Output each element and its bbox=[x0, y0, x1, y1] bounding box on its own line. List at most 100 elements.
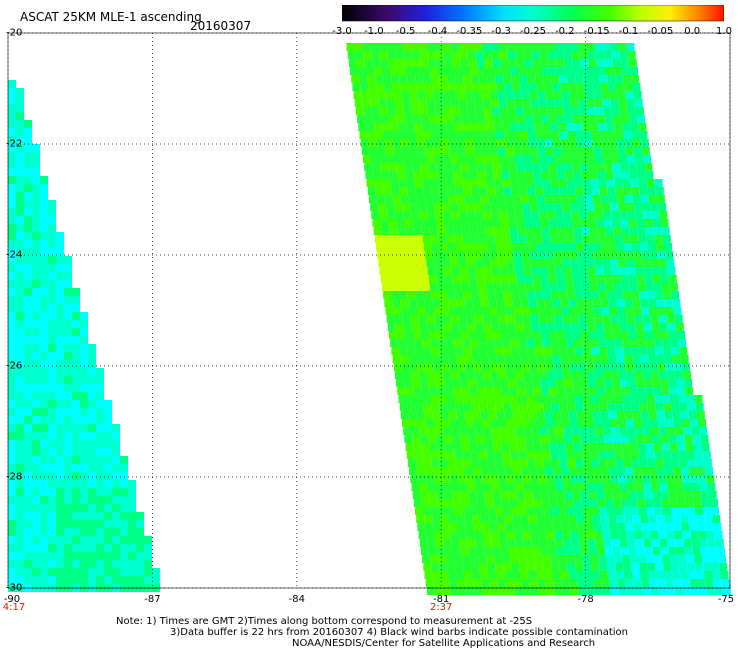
swath-cell bbox=[48, 400, 56, 408]
swath-cell bbox=[40, 480, 48, 488]
swath-cell bbox=[368, 195, 377, 203]
swath-cell bbox=[392, 243, 400, 251]
swath-cell bbox=[542, 451, 551, 459]
swath-cell bbox=[613, 115, 622, 123]
swath-cell bbox=[619, 211, 628, 219]
swath-cell bbox=[48, 528, 56, 536]
swath-cell bbox=[471, 75, 480, 83]
swath-cell bbox=[80, 480, 88, 488]
swath-cell bbox=[446, 395, 455, 403]
swath-cell bbox=[465, 147, 474, 155]
swath-cell bbox=[8, 440, 16, 448]
swath-cell bbox=[377, 91, 386, 99]
swath-cell bbox=[668, 547, 677, 555]
swath-cell bbox=[403, 211, 412, 219]
swath-cell bbox=[414, 235, 423, 243]
swath-cell bbox=[136, 576, 144, 584]
swath-cell bbox=[493, 387, 502, 395]
swath-cell bbox=[487, 347, 496, 355]
swath-cell bbox=[461, 387, 470, 395]
swath-cell bbox=[639, 459, 648, 467]
swath-cell bbox=[518, 235, 527, 243]
swath-cell bbox=[649, 579, 658, 587]
swath-cell bbox=[583, 347, 592, 355]
swath-cell bbox=[670, 555, 679, 563]
swath-cell bbox=[507, 267, 516, 275]
swath-cell bbox=[394, 259, 403, 267]
swath-cell bbox=[667, 483, 676, 491]
swath-cell bbox=[550, 235, 559, 243]
swath-cell bbox=[530, 203, 539, 211]
swath-cell bbox=[519, 459, 528, 467]
swath-cell bbox=[576, 243, 584, 251]
swath-cell bbox=[546, 371, 555, 379]
swath-cell bbox=[495, 347, 504, 355]
swath-cell bbox=[475, 539, 484, 547]
swath-cell bbox=[513, 147, 522, 155]
swath-cell bbox=[569, 467, 578, 475]
swath-cell bbox=[519, 347, 528, 355]
swath-cell bbox=[556, 163, 565, 171]
swath-cell bbox=[682, 531, 691, 539]
swath-cell bbox=[152, 576, 160, 584]
swath-cell bbox=[624, 571, 633, 579]
swath-cell bbox=[631, 563, 640, 571]
swath-cell bbox=[429, 283, 438, 291]
swath-cell bbox=[588, 491, 597, 499]
swath-cell bbox=[463, 563, 472, 571]
swath-cell bbox=[666, 475, 675, 483]
swath-cell bbox=[368, 83, 377, 91]
swath-cell bbox=[550, 395, 559, 403]
swath-cell bbox=[557, 171, 566, 179]
swath-cell bbox=[64, 304, 72, 312]
swath-cell bbox=[584, 195, 593, 203]
swath-cell bbox=[687, 459, 696, 467]
swath-cell bbox=[400, 83, 409, 91]
swath-cell bbox=[32, 200, 40, 208]
swath-cell bbox=[472, 299, 481, 307]
swath-cell bbox=[8, 408, 16, 416]
swath-cell bbox=[8, 456, 16, 464]
swath-cell bbox=[403, 51, 412, 59]
swath-cell bbox=[446, 451, 455, 459]
swath-cell bbox=[419, 267, 428, 275]
swath-cell bbox=[476, 163, 485, 171]
swath-cell bbox=[144, 576, 152, 584]
swath-cell bbox=[626, 371, 635, 379]
swath-cell bbox=[467, 107, 476, 115]
swath-cell bbox=[48, 256, 56, 264]
swath-cell bbox=[647, 347, 656, 355]
swath-cell bbox=[645, 171, 654, 179]
swath-cell bbox=[554, 531, 563, 539]
swath-cell bbox=[659, 539, 668, 547]
swath-cell bbox=[615, 459, 624, 467]
colorbar-tick-label: -0.15 bbox=[583, 26, 610, 37]
swath-cell bbox=[621, 331, 629, 339]
swath-cell bbox=[483, 51, 492, 59]
swath-cell bbox=[64, 424, 72, 432]
swath-cell bbox=[562, 419, 570, 427]
swath-cell bbox=[479, 459, 488, 467]
swath-cell bbox=[365, 171, 374, 179]
swath-cell bbox=[513, 579, 522, 587]
swath-cell bbox=[556, 435, 565, 443]
note-line-2: 3)Data buffer is 22 hrs from 20160307 4)… bbox=[170, 627, 628, 638]
swath-cell bbox=[655, 291, 664, 299]
swath-cell bbox=[532, 219, 541, 227]
swath-cell bbox=[674, 475, 683, 483]
swath-cell bbox=[422, 339, 431, 347]
swath-cell bbox=[96, 384, 104, 392]
swath-cell bbox=[474, 203, 483, 211]
swath-cell bbox=[630, 555, 639, 563]
swath-cell bbox=[424, 515, 433, 523]
swath-cell bbox=[434, 99, 443, 107]
swath-cell bbox=[16, 384, 24, 392]
swath-cell bbox=[567, 563, 576, 571]
swath-cell bbox=[473, 91, 482, 99]
swath-cell bbox=[552, 411, 561, 419]
swath-cell bbox=[56, 328, 64, 336]
swath-cell bbox=[16, 336, 24, 344]
swath-cell bbox=[637, 171, 646, 179]
swath-cell bbox=[564, 275, 573, 283]
swath-cell bbox=[144, 552, 152, 560]
